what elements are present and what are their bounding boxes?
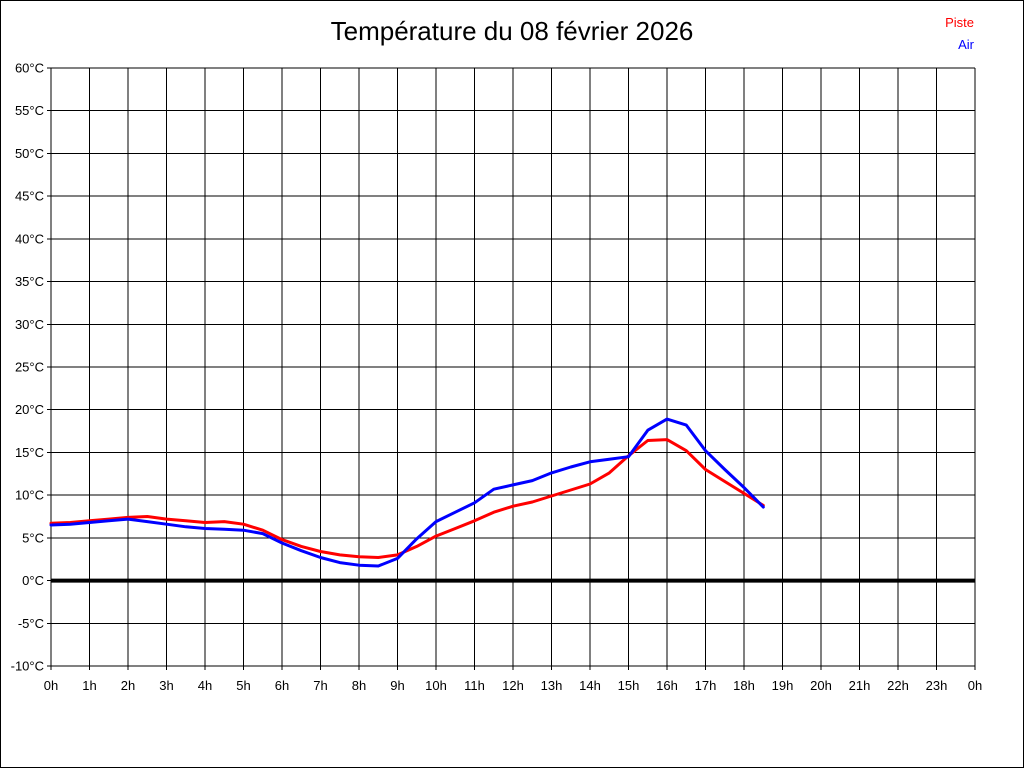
legend-item-air: Air	[958, 37, 974, 52]
chart-grid	[50, 67, 976, 667]
x-tick-label: 9h	[390, 678, 404, 693]
x-tick-label: 5h	[236, 678, 250, 693]
chart-legend: Piste Air	[945, 12, 974, 56]
x-tick-label: 20h	[810, 678, 832, 693]
y-tick-label: 45°C	[15, 189, 44, 204]
legend-item-piste: Piste	[945, 15, 974, 30]
x-axis-labels: 0h 1h 2h 3h 4h 5h 6h 7h 8h 9h 10h 11h 12h 13h 14h 15h 16…	[44, 678, 982, 693]
y-tick-label: 25°C	[15, 360, 44, 375]
x-tick-label: 15h	[618, 678, 640, 693]
x-tick-label: 0h	[968, 678, 982, 693]
x-tick-label: 2h	[121, 678, 135, 693]
series-line-piste	[49, 438, 765, 559]
data-series	[49, 417, 765, 568]
y-tick-label: 15°C	[15, 445, 44, 460]
x-tick-label: 4h	[198, 678, 212, 693]
y-tick-label: 40°C	[15, 231, 44, 246]
y-tick-label: -10°C	[11, 659, 44, 674]
x-tick-label: 10h	[425, 678, 447, 693]
y-tick-label: -5°C	[18, 616, 44, 631]
axis-ticks	[47, 67, 976, 670]
x-tick-label: 21h	[849, 678, 871, 693]
x-tick-label: 23h	[926, 678, 948, 693]
x-tick-label: 13h	[541, 678, 563, 693]
y-tick-label: 10°C	[15, 488, 44, 503]
y-tick-label: 60°C	[15, 61, 44, 76]
x-tick-label: 17h	[695, 678, 717, 693]
x-tick-label: 22h	[887, 678, 909, 693]
x-tick-label: 14h	[579, 678, 601, 693]
x-tick-label: 16h	[656, 678, 678, 693]
y-tick-label: 30°C	[15, 317, 44, 332]
y-tick-label: 35°C	[15, 274, 44, 289]
x-tick-label: 19h	[772, 678, 794, 693]
page-title: Température du 08 février 2026	[330, 16, 694, 46]
y-tick-label: 0°C	[22, 573, 44, 588]
y-tick-label: 55°C	[15, 103, 44, 118]
x-tick-label: 3h	[159, 678, 173, 693]
x-tick-label: 11h	[464, 678, 485, 693]
y-tick-label: 20°C	[15, 402, 44, 417]
series-line-air	[49, 417, 765, 568]
x-tick-label: 1h	[82, 678, 96, 693]
x-tick-label: 18h	[733, 678, 755, 693]
x-tick-label: 7h	[313, 678, 327, 693]
y-tick-label: 50°C	[15, 146, 44, 161]
x-tick-label: 6h	[275, 678, 289, 693]
x-tick-label: 8h	[352, 678, 366, 693]
y-axis-labels: 60°C 55°C 50°C 45°C 40°C 35°C 30°C 25°C 20°C 15°C…	[11, 61, 44, 674]
x-tick-label: 0h	[44, 678, 58, 693]
x-tick-label: 12h	[502, 678, 524, 693]
y-tick-label: 5°C	[22, 530, 44, 545]
